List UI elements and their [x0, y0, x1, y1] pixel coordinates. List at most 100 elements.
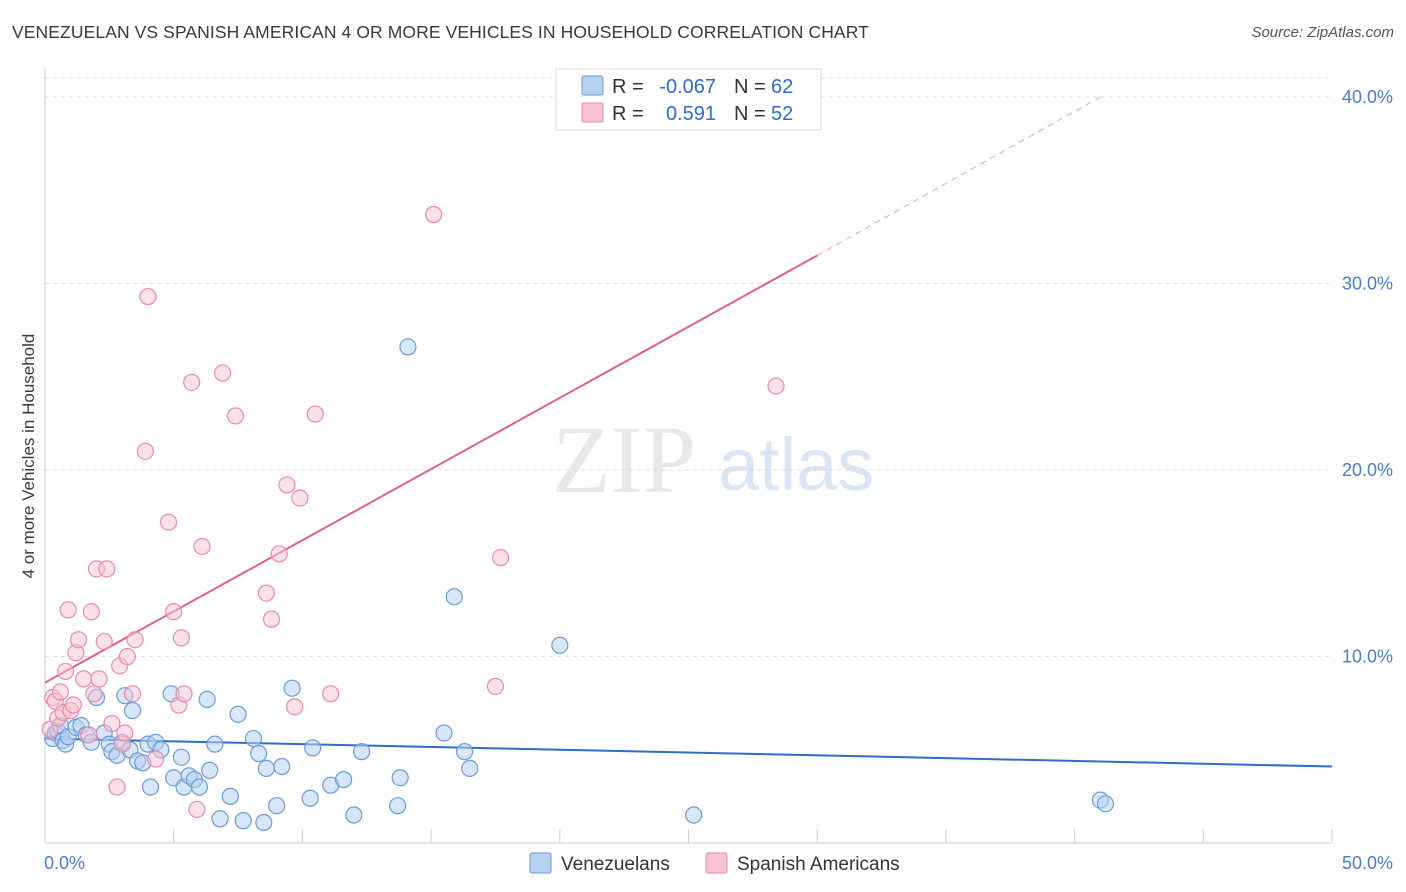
- watermark: ZIP atlas: [552, 406, 874, 513]
- point-venezuelans-52: [353, 743, 371, 761]
- point-venezuelans-53: [389, 797, 407, 815]
- point-spanish-americans-41: [257, 584, 275, 602]
- point-venezuelans-34: [201, 761, 219, 779]
- point-venezuelans-61: [685, 806, 703, 824]
- point-spanish-americans-29: [139, 287, 157, 306]
- point-spanish-americans-49: [425, 205, 443, 224]
- watermark-atlas: atlas: [718, 423, 874, 506]
- point-spanish-americans-12: [75, 670, 93, 688]
- point-spanish-americans-28: [136, 442, 154, 460]
- point-venezuelans-51: [345, 806, 363, 824]
- point-spanish-americans-25: [118, 647, 136, 666]
- point-spanish-americans-7: [59, 601, 77, 619]
- point-venezuelans-19: [123, 701, 142, 720]
- stats-legend-n-label-2: N =: [734, 103, 766, 125]
- point-venezuelans-40: [244, 729, 263, 748]
- point-venezuelans-58: [455, 743, 474, 761]
- point-venezuelans-41: [250, 744, 268, 763]
- stats-legend-r-label-2: R =: [612, 103, 644, 125]
- point-venezuelans-36: [211, 810, 229, 828]
- point-venezuelans-63: [1096, 795, 1115, 813]
- point-venezuelans-44: [268, 797, 286, 815]
- watermark-zip: ZIP: [552, 406, 696, 513]
- point-spanish-americans-46: [291, 489, 309, 507]
- stats-legend-swatch-pink: [581, 102, 604, 123]
- point-spanish-americans-44: [278, 476, 296, 494]
- point-venezuelans-42: [255, 813, 273, 832]
- x-tick-label-max: 50.0%: [1342, 853, 1393, 873]
- point-spanish-americans-37: [188, 800, 206, 819]
- stats-legend-r-value-2: 0.591: [666, 103, 716, 125]
- y-tick-label-20: 20.0%: [1342, 460, 1393, 480]
- stats-legend-n-value-1: 62: [771, 76, 793, 98]
- points-spanish-americans: [41, 205, 785, 819]
- point-venezuelans-28: [172, 748, 191, 766]
- point-venezuelans-43: [257, 759, 275, 778]
- y-tick-label-30: 30.0%: [1342, 274, 1393, 294]
- point-venezuelans-32: [190, 778, 209, 796]
- point-spanish-americans-43: [270, 545, 288, 563]
- point-spanish-americans-42: [262, 610, 281, 628]
- point-spanish-americans-31: [159, 513, 178, 531]
- point-spanish-americans-51: [491, 549, 510, 567]
- point-venezuelans-35: [206, 735, 224, 753]
- stats-legend-r-value-1: -0.067: [659, 76, 716, 98]
- point-venezuelans-39: [234, 812, 252, 830]
- point-venezuelans-48: [304, 739, 322, 757]
- point-spanish-americans-11: [69, 631, 88, 649]
- point-spanish-americans-38: [193, 537, 211, 556]
- point-venezuelans-59: [461, 759, 479, 778]
- point-spanish-americans-4: [51, 683, 70, 701]
- y-axis-title: 4 or more Vehicles in Household: [19, 334, 38, 579]
- point-spanish-americans-35: [175, 685, 193, 703]
- point-spanish-americans-19: [98, 560, 116, 578]
- point-spanish-americans-27: [126, 631, 144, 649]
- bottom-legend-label-spanish-americans: Spanish Americans: [737, 854, 900, 875]
- y-tick-label-40: 40.0%: [1342, 87, 1393, 107]
- bottom-legend-swatch-blue: [529, 852, 552, 874]
- point-spanish-americans-18: [95, 632, 113, 651]
- trend-line-spanish-americans: [44, 254, 818, 684]
- point-spanish-americans-13: [80, 726, 98, 744]
- stats-legend-n-label-1: N =: [734, 76, 766, 98]
- point-spanish-americans-9: [64, 696, 82, 714]
- trend-line-venezuelans: [44, 737, 1333, 768]
- stats-legend-n-value-2: 52: [771, 103, 793, 125]
- bottom-legend-swatch-pink: [705, 852, 728, 874]
- point-spanish-americans-26: [123, 685, 142, 703]
- x-ticks: [173, 829, 1333, 843]
- trend-line-spanish-americans-extension: [816, 96, 1101, 256]
- stats-legend-r-label-1: R =: [612, 76, 644, 98]
- stats-legend-swatch-blue: [581, 75, 604, 96]
- point-venezuelans-55: [399, 338, 417, 356]
- bottom-legend: Venezuelans Spanish Americans: [529, 852, 900, 875]
- point-venezuelans-38: [229, 705, 247, 723]
- point-spanish-americans-47: [306, 405, 324, 423]
- point-spanish-americans-14: [82, 603, 100, 621]
- point-spanish-americans-6: [56, 662, 75, 681]
- point-venezuelans-46: [283, 679, 301, 697]
- point-spanish-americans-17: [90, 670, 108, 688]
- point-spanish-americans-21: [108, 778, 126, 796]
- point-spanish-americans-15: [85, 685, 103, 703]
- point-spanish-americans-24: [116, 724, 134, 742]
- point-venezuelans-33: [198, 690, 216, 708]
- point-spanish-americans-36: [183, 373, 201, 391]
- grid-lines: [45, 77, 1332, 657]
- point-spanish-americans-40: [226, 407, 245, 425]
- point-venezuelans-56: [435, 724, 453, 742]
- point-spanish-americans-52: [767, 377, 785, 395]
- point-spanish-americans-48: [322, 685, 340, 703]
- x-tick-label-min: 0.0%: [44, 853, 85, 873]
- point-venezuelans-23: [141, 778, 160, 796]
- source-label: Source: ZipAtlas.com: [1251, 24, 1394, 41]
- bottom-legend-label-venezuelans: Venezuelans: [561, 854, 670, 875]
- point-venezuelans-45: [273, 757, 291, 776]
- point-spanish-americans-45: [286, 698, 304, 716]
- point-venezuelans-57: [445, 588, 463, 606]
- points-venezuelans: [44, 338, 1115, 832]
- point-spanish-americans-39: [214, 364, 232, 382]
- y-tick-label-10: 10.0%: [1342, 647, 1393, 667]
- point-venezuelans-47: [301, 789, 319, 807]
